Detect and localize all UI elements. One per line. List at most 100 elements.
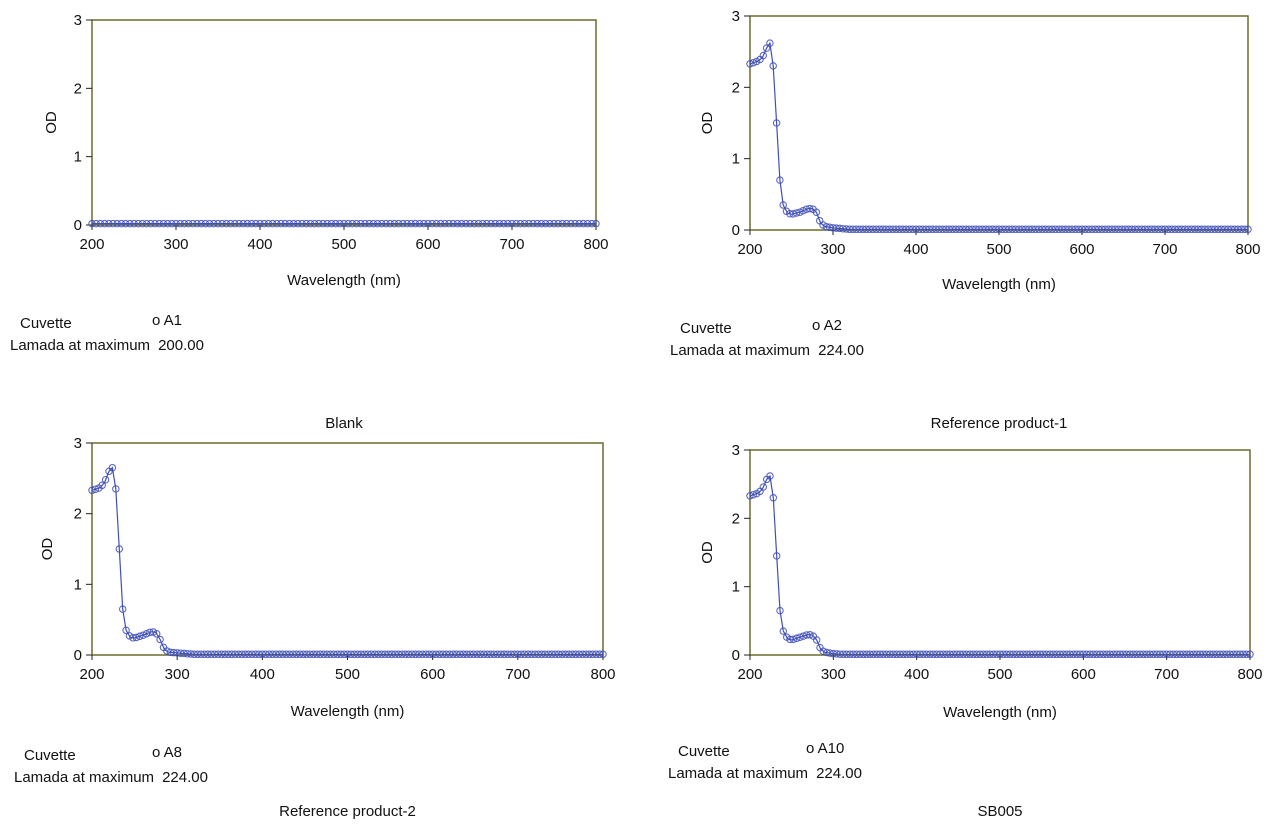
data-point — [319, 219, 327, 228]
data-point — [749, 58, 758, 67]
data-point — [432, 219, 441, 228]
data-point — [525, 219, 533, 228]
data-point — [520, 219, 529, 228]
data-point — [146, 628, 154, 637]
data-point — [139, 631, 147, 639]
lambda-max-value: 200.00 — [158, 337, 204, 354]
data-point — [806, 204, 814, 213]
data-point — [403, 219, 411, 228]
data-point — [579, 219, 588, 228]
x-axis-label: Wavelength (nm) — [942, 276, 1056, 293]
data-point — [138, 219, 147, 228]
data-point — [147, 219, 155, 228]
data-point — [789, 210, 797, 218]
data-point — [222, 219, 231, 228]
x-tick-label: 600 — [1069, 241, 1094, 258]
data-point — [151, 219, 159, 228]
data-point — [369, 219, 378, 228]
y-axis-label: OD — [39, 538, 56, 561]
x-axis-label: Wavelength (nm) — [943, 704, 1057, 721]
data-point — [373, 219, 382, 228]
data-point — [779, 627, 788, 635]
data-point — [122, 626, 130, 635]
x-tick-label: 600 — [420, 666, 445, 683]
x-tick-label: 600 — [415, 236, 440, 253]
data-point — [361, 219, 369, 228]
data-point — [231, 219, 239, 228]
data-point — [210, 219, 218, 228]
data-point — [115, 545, 124, 553]
data-point — [378, 219, 386, 228]
data-point — [100, 219, 109, 228]
data-point — [130, 219, 138, 228]
data-point — [1240, 225, 1249, 234]
data-point — [1242, 650, 1251, 659]
data-point — [260, 219, 268, 228]
data-point — [189, 219, 197, 228]
data-point — [495, 219, 504, 228]
data-point — [499, 219, 508, 228]
cuvette-value: o A10 — [806, 740, 844, 757]
x-tick-label: 300 — [820, 241, 845, 258]
data-point — [812, 208, 821, 216]
y-tick-label: 3 — [732, 8, 740, 25]
data-point — [595, 650, 604, 659]
data-point — [285, 219, 294, 228]
data-point — [357, 219, 365, 228]
data-point — [592, 219, 600, 228]
y-tick-label: 2 — [74, 506, 82, 523]
data-point — [558, 219, 567, 228]
series-markers — [88, 463, 607, 659]
data-point — [281, 219, 289, 228]
x-tick-label: 200 — [79, 666, 104, 683]
chart-caption: Reference product-2 — [279, 803, 416, 820]
data-point — [365, 219, 373, 228]
data-point — [776, 176, 784, 184]
data-point — [132, 633, 141, 642]
y-tick-label: 0 — [74, 217, 82, 234]
data-point — [394, 219, 403, 228]
x-tick-label: 300 — [165, 666, 190, 683]
data-point — [1244, 225, 1252, 234]
x-tick-label: 800 — [1235, 241, 1260, 258]
x-tick-label: 700 — [505, 666, 530, 683]
data-point — [772, 552, 781, 560]
x-tick-label: 600 — [1071, 666, 1096, 683]
lambda-max-line: Lamada at maximum 224.00 — [670, 342, 864, 359]
data-point — [759, 51, 768, 60]
x-tick-label: 500 — [986, 241, 1011, 258]
data-point — [462, 219, 470, 228]
data-point — [126, 219, 134, 228]
series-markers — [746, 472, 1254, 659]
data-point — [789, 635, 798, 644]
lambda-max-value: 224.00 — [162, 769, 208, 786]
data-point — [142, 219, 151, 228]
data-point — [214, 219, 222, 228]
data-point — [88, 219, 96, 228]
x-tick-label: 200 — [737, 666, 762, 683]
data-point — [289, 219, 298, 228]
data-point — [487, 219, 495, 228]
data-point — [588, 219, 596, 228]
x-tick-label: 800 — [583, 236, 608, 253]
data-point — [529, 219, 537, 228]
data-point — [306, 219, 315, 228]
data-point — [129, 634, 137, 642]
data-point — [327, 219, 336, 228]
data-point — [273, 219, 281, 228]
data-point — [218, 219, 226, 228]
data-point — [336, 219, 344, 228]
data-point — [541, 219, 550, 228]
data-point — [483, 219, 491, 228]
x-tick-label: 500 — [987, 666, 1012, 683]
x-tick-label: 700 — [499, 236, 524, 253]
data-point — [567, 219, 575, 228]
chart-panel-1: 0 1 2 3 200 300 400 500 600 700 800 Wavelength (nm)… — [10, 12, 609, 432]
y-axis-label: OD — [43, 111, 60, 134]
y-tick-label: 3 — [74, 435, 82, 452]
data-point — [390, 219, 399, 228]
data-point — [264, 219, 273, 228]
data-point — [537, 219, 546, 228]
x-tick-label: 800 — [590, 666, 615, 683]
